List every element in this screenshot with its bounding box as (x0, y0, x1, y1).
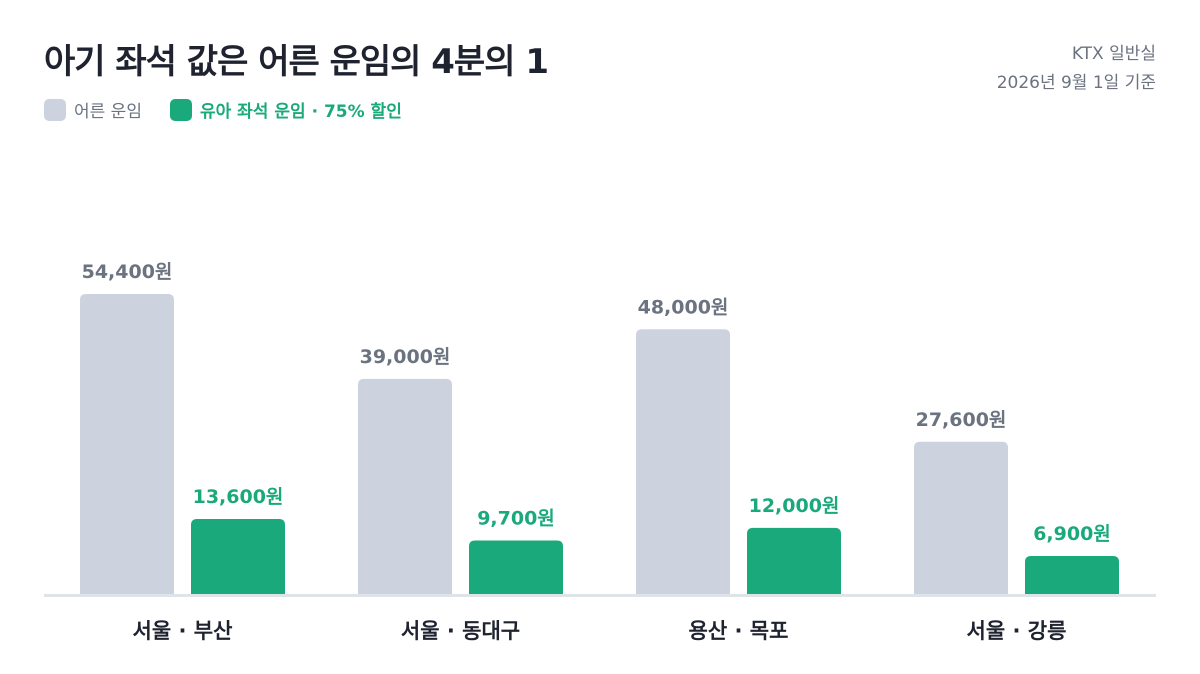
data-label-child-3: 12,000원 (749, 495, 840, 517)
category-label-1: 서울 · 부산 (133, 619, 233, 643)
data-label-adult-3: 48,000원 (638, 296, 729, 318)
legend-swatch-child (169, 98, 192, 121)
legend-item-adult: 어른 운임 (44, 97, 142, 122)
chart-title: 아기 좌석 값은 어른 운임의 4분의 1 (44, 42, 549, 82)
data-label-child-2: 9,700원 (477, 508, 555, 530)
bar-child-4 (1025, 555, 1119, 594)
bar-adult-2 (358, 378, 452, 594)
chart-meta: KTX 일반실 2026년 9월 1일 기준 (997, 40, 1156, 98)
data-label-child-1: 13,600원 (193, 486, 284, 508)
bar-child-2 (469, 540, 563, 594)
category-label-3: 용산 · 목포 (689, 619, 789, 643)
bar-adult-3 (636, 329, 730, 594)
legend-item-child: 유아 좌석 운임 · 75% 할인 (169, 97, 402, 122)
bar-adult-4 (914, 441, 1008, 594)
category-label-2: 서울 · 동대구 (401, 619, 520, 643)
legend-label-adult: 어른 운임 (74, 102, 142, 122)
data-label-adult-4: 27,600원 (916, 409, 1007, 431)
legend-swatch-adult (44, 98, 66, 121)
meta-train-class: KTX 일반실 (1071, 44, 1156, 64)
chart-legend: 어른 운임 유아 좌석 운임 · 75% 할인 (44, 97, 430, 122)
meta-date: 2026년 9월 1일 기준 (996, 73, 1156, 93)
data-label-adult-2: 39,000원 (360, 346, 451, 368)
bar-adult-1 (80, 294, 174, 594)
data-label-adult-1: 54,400원 (82, 261, 173, 283)
data-label-child-4: 6,900원 (1033, 523, 1111, 545)
bar-child-1 (191, 519, 285, 594)
legend-label-child: 유아 좌석 운임 · 75% 할인 (199, 102, 402, 122)
category-label-4: 서울 · 강릉 (967, 619, 1067, 643)
bar-child-3 (747, 527, 841, 594)
